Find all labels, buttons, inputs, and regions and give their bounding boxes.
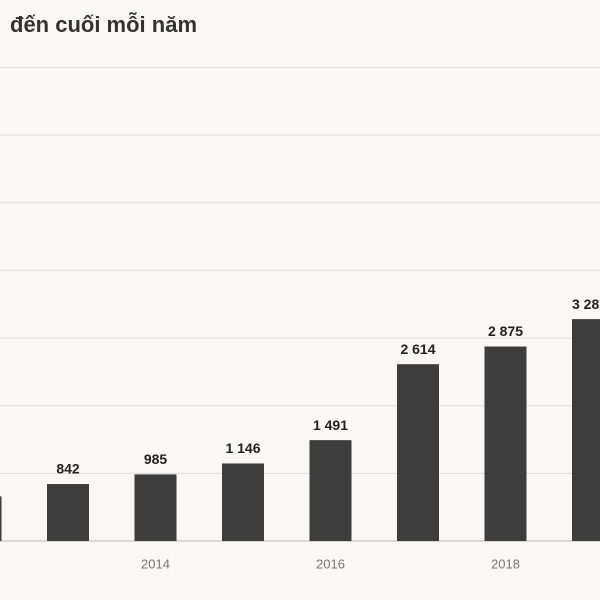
data-label: 3 28 [572,296,599,312]
bar [309,440,352,541]
x-tick-label: 2018 [491,556,520,571]
data-label: 842 [56,461,80,477]
bar [397,364,439,541]
bar [134,474,177,541]
data-label: 1 146 [225,440,260,456]
x-tick-label: 2016 [316,556,345,571]
data-label: 1 491 [313,417,348,433]
x-tick-label: 2014 [141,556,170,571]
data-label: 985 [144,451,168,467]
data-label: 2 614 [400,341,435,357]
bar [47,484,89,541]
bar [572,319,600,541]
bar [484,346,527,541]
data-label: 2 875 [488,323,523,339]
bar [222,463,264,541]
chart-title: đến cuối mỗi năm [10,12,197,37]
bar [0,496,2,541]
